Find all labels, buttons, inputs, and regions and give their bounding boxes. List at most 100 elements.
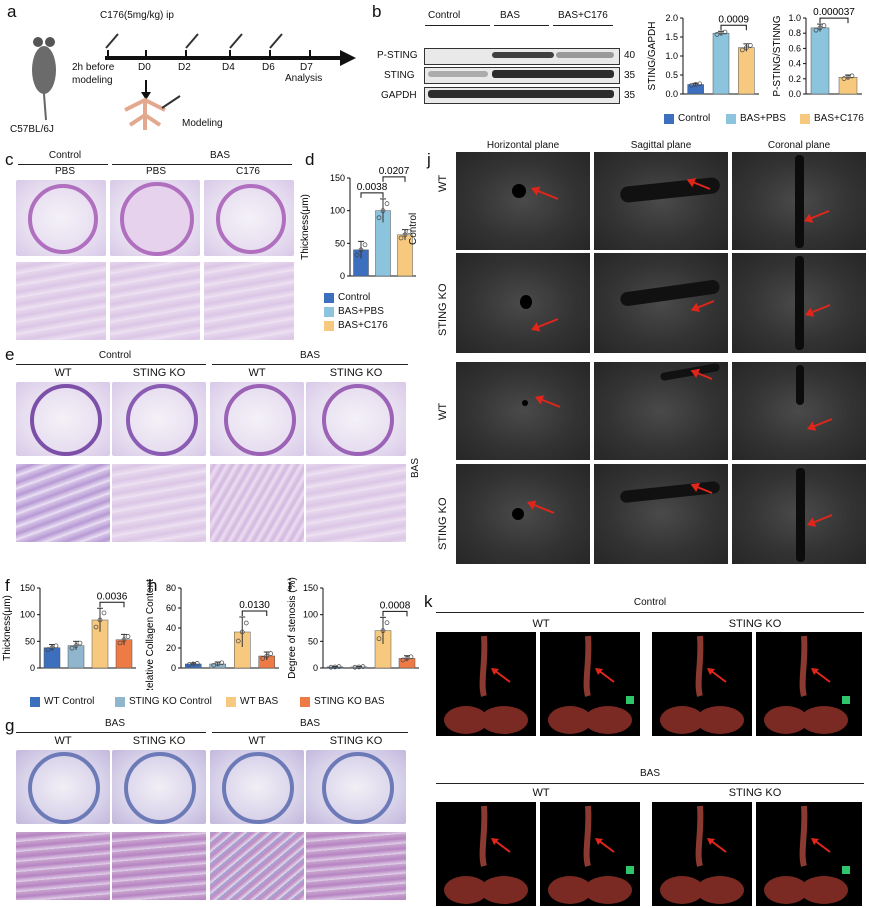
data-point xyxy=(268,651,274,656)
data-point xyxy=(93,624,99,630)
data-point xyxy=(117,640,123,646)
chart-sting-gapdh: 0.0 0.5 1.0 1.5 2.0 STING/GAPDH 0.0009 xyxy=(647,13,759,99)
lung-left xyxy=(764,706,808,734)
panel-label-i: i xyxy=(288,576,292,595)
y-tick-label: 0.0 xyxy=(788,89,801,99)
data-point xyxy=(45,647,51,653)
data-point xyxy=(817,25,823,31)
lung-right xyxy=(800,706,848,734)
data-point xyxy=(194,661,200,666)
masson-zoom-3 xyxy=(210,832,304,900)
g-group-1: BAS xyxy=(104,718,125,729)
day-d7: D7 xyxy=(300,62,313,73)
panel-label-a: a xyxy=(7,2,17,21)
data-point xyxy=(243,620,249,626)
k-sub-4: STING KO xyxy=(728,787,782,799)
lung-left xyxy=(444,706,488,734)
data-point xyxy=(402,232,408,238)
legend-d-c176: BAS+C176 xyxy=(338,320,388,331)
he-e-wt-bas xyxy=(210,382,304,456)
legend-pbs: BAS+PBS xyxy=(740,113,786,124)
scale-marker xyxy=(842,696,850,704)
significance-bracket xyxy=(382,176,406,182)
pre-label: 2h before xyxy=(72,62,115,73)
strain-label: C57BL/6J xyxy=(10,124,54,135)
y-tick-label: 0.8 xyxy=(788,28,801,38)
y-tick-label: 0.5 xyxy=(665,70,678,80)
data-point xyxy=(336,664,342,669)
masson-zoom-4 xyxy=(306,832,406,900)
ct-col-horizontal: Horizontal plane xyxy=(486,140,560,151)
data-point xyxy=(813,27,819,33)
y-tick-label: 1.0 xyxy=(665,51,678,61)
data-point xyxy=(360,664,366,669)
wb-kda-3: 35 xyxy=(624,90,636,101)
y-axis-label: Degree of stenosis (%) xyxy=(287,577,298,679)
legend-swatch-control xyxy=(664,114,674,124)
c-sub-3: C176 xyxy=(236,166,260,177)
significance-bracket xyxy=(819,17,849,24)
arrow-3d xyxy=(709,669,727,683)
trachea-3d xyxy=(695,635,704,697)
y-tick-label: 0.4 xyxy=(788,59,801,69)
day-d6: D6 xyxy=(262,62,275,73)
panel-label-e: e xyxy=(5,345,15,364)
arrow-3d-head xyxy=(707,668,715,675)
wb-row-sting: STING xyxy=(384,70,415,81)
trachea-3d xyxy=(479,805,488,867)
y-tick-label: 0 xyxy=(313,663,318,673)
data-point xyxy=(747,43,753,48)
k-sub-1: WT xyxy=(532,618,550,630)
p-value-label: 0.0009 xyxy=(718,14,749,25)
y-tick-label: 0.0 xyxy=(665,89,678,99)
scale-marker xyxy=(842,866,850,874)
y-tick-label: 50 xyxy=(335,238,345,248)
y-tick-label: 0.6 xyxy=(788,43,801,53)
ct-s-ko-bas xyxy=(594,464,728,564)
e-sub-3: WT xyxy=(248,367,266,379)
wb-row-gapdh: GAPDH xyxy=(381,90,417,101)
panel-label-d: d xyxy=(305,150,315,169)
lung-right xyxy=(696,876,744,904)
y-tick-label: 1.5 xyxy=(665,32,678,42)
arrow-3d-head xyxy=(811,838,819,845)
trachea-3d xyxy=(799,635,808,697)
data-point xyxy=(49,645,55,651)
lung-left xyxy=(764,876,808,904)
data-point xyxy=(101,610,107,616)
modeling-label: Modeling xyxy=(182,118,223,129)
y-tick-label: 80 xyxy=(166,583,176,593)
recon-overlay xyxy=(444,635,850,904)
y-axis-label: P-STING/STINNG xyxy=(772,15,783,96)
significance-bracket xyxy=(360,192,384,198)
g-group-2: BAS xyxy=(299,718,320,729)
y-tick-label: 150 xyxy=(20,583,35,593)
masson-wt-1 xyxy=(16,750,110,824)
ct-col-coronal: Coronal plane xyxy=(767,140,831,151)
chart-thickness-d: 0 50 100 150 Thickness(μm) 0.0038 0.0207 xyxy=(300,166,416,281)
y-tick-label: 2.0 xyxy=(665,13,678,23)
chart-thickness-f: 0 50 100 150 Thickness(μm) 0.0036 xyxy=(2,583,136,673)
g-sub-3: WT xyxy=(248,735,266,747)
lung-left xyxy=(548,706,592,734)
y-tick-label: 100 xyxy=(330,206,345,216)
trachea-icon xyxy=(124,97,166,130)
data-point xyxy=(722,29,728,35)
bar xyxy=(838,77,858,95)
legend-d-swatch-pbs xyxy=(324,307,334,317)
arrow-3d xyxy=(597,669,615,683)
arrow-3d-head xyxy=(595,838,603,845)
data-point xyxy=(376,215,382,221)
arrow-3d-head xyxy=(595,668,603,675)
mouse-icon xyxy=(32,46,56,94)
lung-left xyxy=(660,706,704,734)
y-tick-label: 0 xyxy=(171,663,176,673)
data-point xyxy=(845,74,851,80)
panel-label-f: f xyxy=(5,576,10,595)
wb-kda-1: 40 xyxy=(624,50,636,61)
wb-kda-2: 35 xyxy=(624,70,636,81)
he-image-bas-c176 xyxy=(204,180,294,256)
data-point xyxy=(406,229,412,235)
e-group-control: Control xyxy=(98,350,132,361)
lung-left xyxy=(444,876,488,904)
